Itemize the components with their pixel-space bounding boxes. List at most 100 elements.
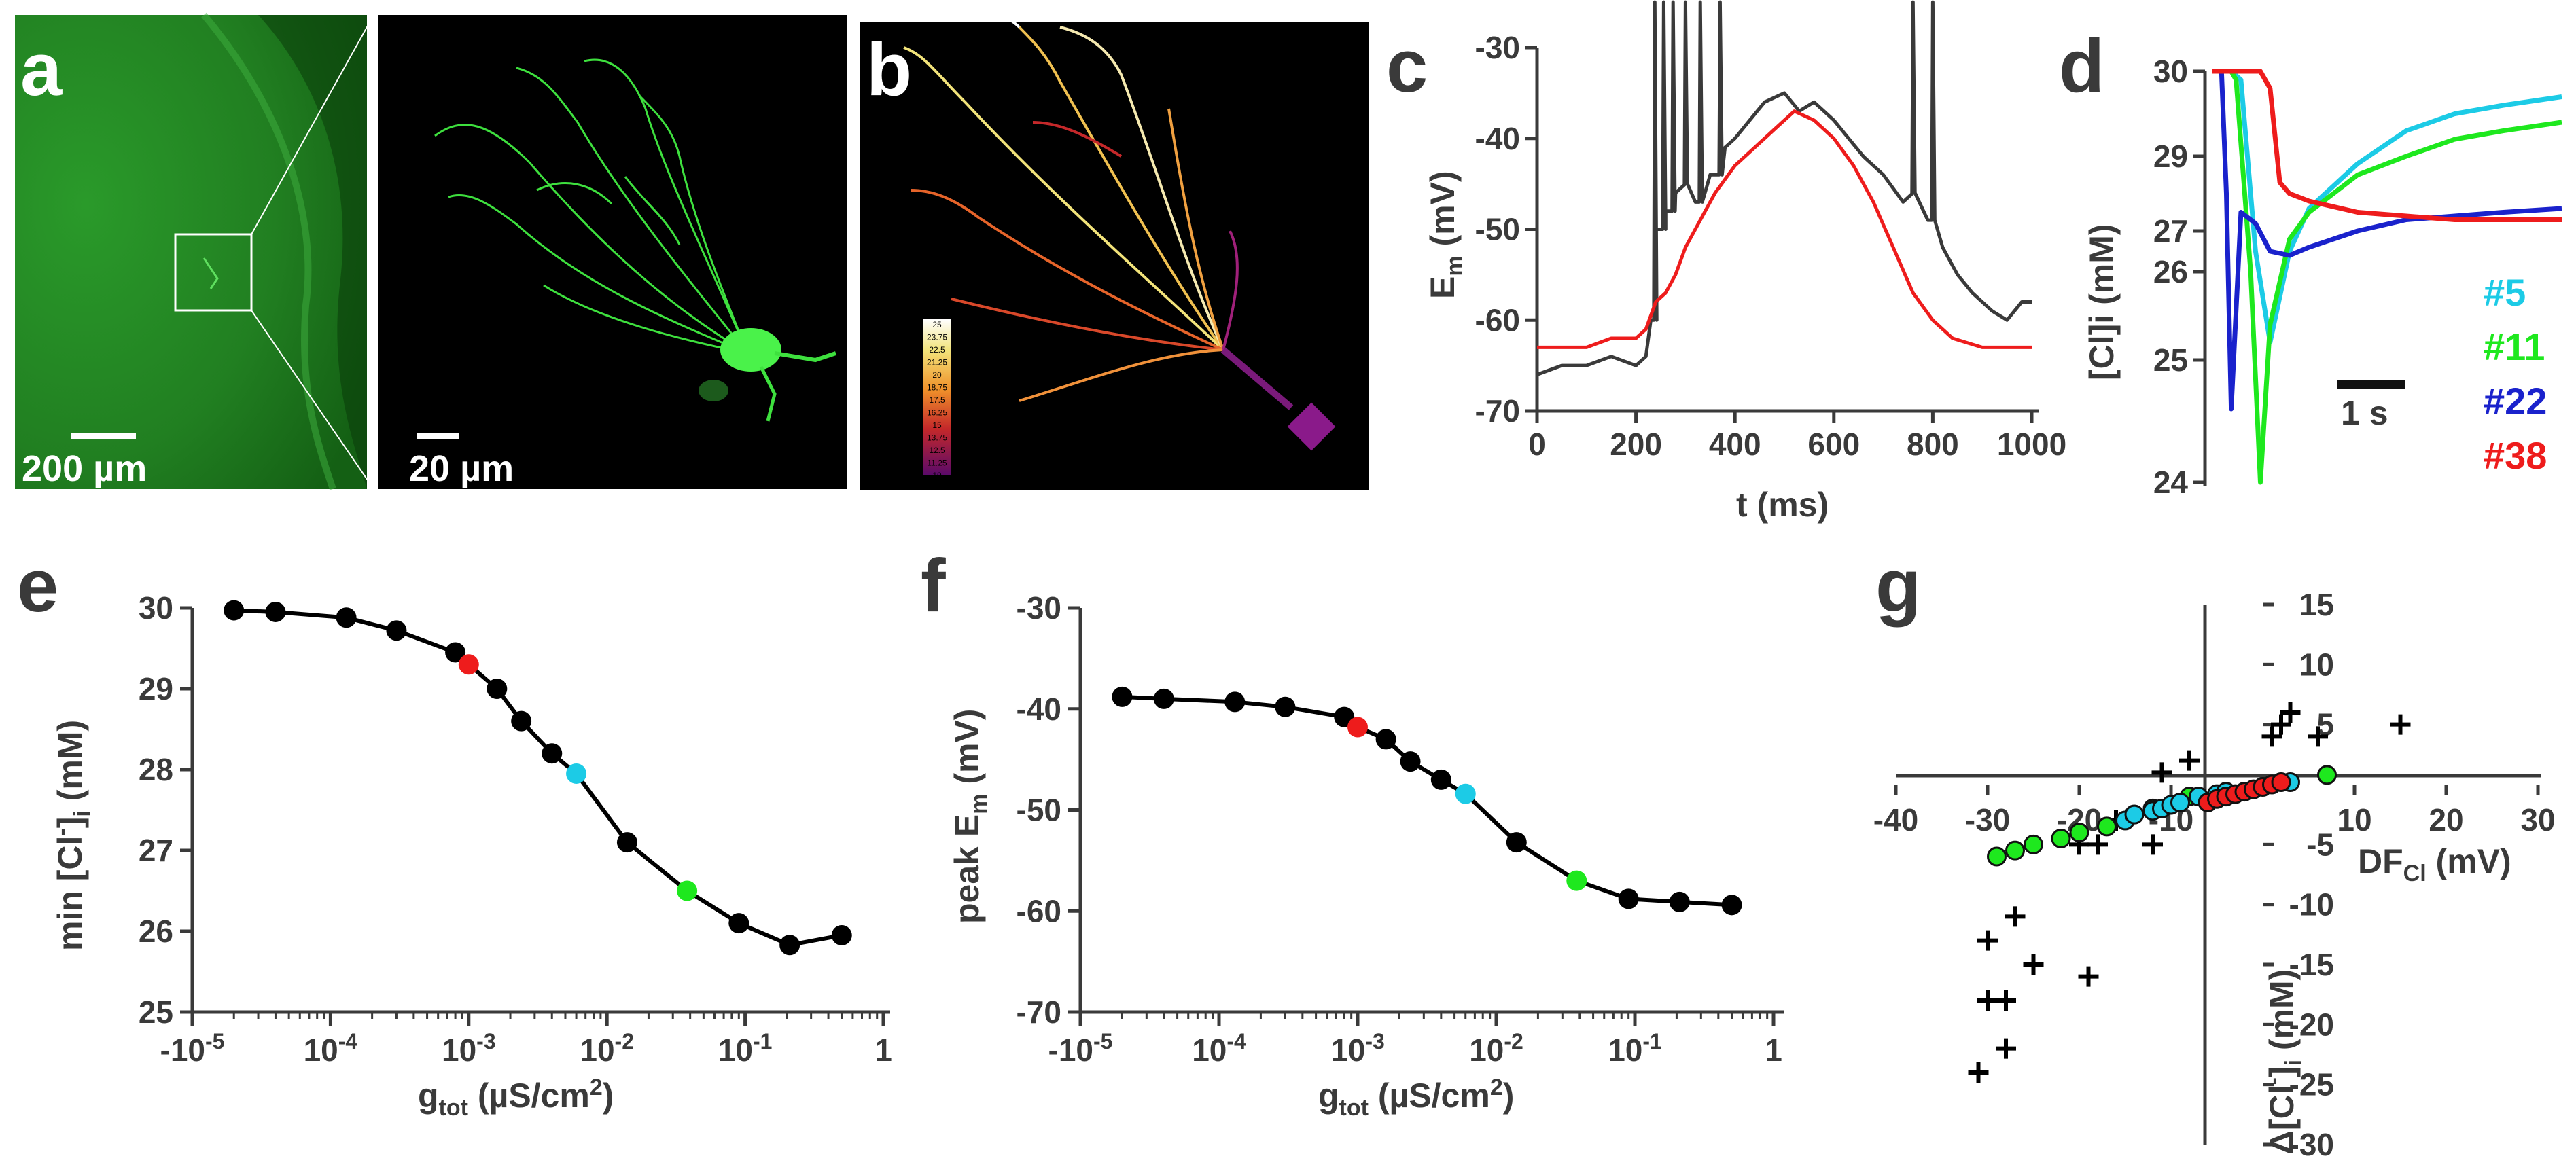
d-y-label: [Cl]i (mM) [2083, 224, 2121, 381]
d-trace-#11 [2212, 69, 2562, 485]
f-xtick-label: 10-4 [1192, 1029, 1246, 1068]
scale-label-20um: 20 µm [409, 448, 514, 489]
panel-letter-c: c [1386, 24, 1428, 108]
colorbar-label: 12.5 [929, 446, 945, 455]
c-y-label: Em (mV) [1424, 170, 1468, 299]
g-y-label: Δ[Cl-]i (mM) [2261, 969, 2307, 1155]
f-curve [1122, 694, 1732, 907]
e-ytick-label: 27 [139, 833, 173, 868]
g-point-plus [1996, 1038, 2016, 1059]
c-ytick-label: -40 [1475, 121, 1520, 156]
colorbar-label: 22.5 [929, 345, 945, 355]
f-point [1347, 717, 1368, 738]
d-ytick-label: 24 [2153, 465, 2189, 500]
colorbar-label: 15 [932, 420, 942, 430]
panel-g: g -40 -30 -20 -10 10 20 3015105-5-10-15-20-25-… [1873, 544, 2556, 1162]
g-ytick-label: -25 [2289, 1067, 2334, 1102]
panel-letter-f: f [921, 544, 946, 628]
colorbar-labels: 25 23.75 22.5 21.25 20 18.75 17.5 16.25 15 13.75 1… [927, 320, 947, 480]
e-ytick-label: 26 [139, 914, 173, 949]
f-ytick-label: -60 [1017, 893, 1061, 929]
e-ytick-label: 30 [139, 590, 173, 626]
f-point [1455, 783, 1476, 804]
panel-letter-g: g [1875, 544, 1921, 628]
c-trace-recorded [1536, 0, 2032, 376]
e-point [779, 935, 800, 956]
g-x-label: DFCl (mV) [2358, 842, 2511, 886]
d-legend-item: #5 [2484, 271, 2526, 314]
e-xtick-label: 10-4 [304, 1029, 358, 1068]
f-point [1721, 895, 1742, 916]
f-xtick-label: 10-3 [1330, 1029, 1385, 1068]
f-xtick-label: 1 [1765, 1032, 1782, 1068]
soma-marker [1287, 402, 1336, 451]
d-ytick-label: 26 [2153, 254, 2188, 289]
colorbar-label: 21.25 [927, 358, 947, 367]
panel-letter-b: b [866, 28, 912, 111]
panel-a-zoom: 20 µm [378, 15, 847, 489]
g-point-plus [2023, 954, 2044, 975]
reconstructed-dendrites [903, 5, 1239, 402]
g-point-green [2024, 834, 2043, 854]
d-ytick-label: 29 [2153, 139, 2188, 174]
f-point [1566, 870, 1587, 891]
e-xtick-label: 1 [875, 1032, 892, 1068]
g-point-plus [2151, 762, 2172, 783]
g-point-plus [2308, 726, 2328, 747]
g-xtick-label: 30 [2520, 802, 2555, 837]
f-point [1153, 688, 1174, 709]
c-ytick-label: -70 [1475, 393, 1520, 429]
d-legend-item: #11 [2484, 325, 2545, 368]
g-point-plus [2271, 714, 2291, 735]
g-point-cyan [2170, 793, 2190, 812]
e-ytick-label: 25 [139, 994, 173, 1030]
e-xtick-label: 10-2 [580, 1029, 634, 1068]
f-xtick-label: 10-1 [1608, 1029, 1662, 1068]
e-y-label: min [Cl-]i (mM) [49, 720, 95, 951]
neuron-soma [720, 328, 781, 372]
g-point-green [2317, 765, 2337, 785]
c-x-label: t (ms) [1736, 486, 1829, 524]
g-point-green [2051, 829, 2071, 848]
neuron-dendrites [434, 58, 749, 355]
colorbar-label: 18.75 [927, 383, 947, 393]
d-time-scalebar-label: 1 s [2341, 394, 2388, 432]
c-xtick-label: 1000 [1997, 427, 2066, 462]
panel-d: d 30 29 27 26 25 24 [Cl]i (mM) 1 s #5 #11 #22 #3… [2059, 24, 2562, 500]
e-xtick-label: -10-5 [160, 1029, 225, 1068]
e-point [511, 710, 532, 732]
d-legend-item: #22 [2484, 380, 2547, 422]
colorbar-label: 25 [932, 320, 942, 329]
g-point-green [1987, 846, 2007, 867]
g-point-plus [2261, 726, 2282, 747]
colorbar [923, 319, 951, 475]
e-point [728, 913, 749, 934]
g-ytick-label: 15 [2299, 587, 2334, 622]
e-point [616, 832, 637, 853]
g-ytick-label: -5 [2306, 827, 2334, 862]
d-legend-item: #38 [2484, 434, 2547, 477]
g-point-plus [1968, 1062, 1989, 1083]
g-point-plus [2142, 834, 2163, 855]
f-point [1112, 686, 1133, 707]
colorbar-label: 23.75 [927, 333, 947, 342]
c-xtick-label: 200 [1610, 427, 1662, 462]
d-ytick-label: 30 [2153, 54, 2188, 89]
e-xtick-label: 10-1 [718, 1029, 773, 1068]
g-point-green [2097, 816, 2117, 837]
e-point [542, 743, 563, 764]
f-ytick-label: -50 [1017, 793, 1061, 828]
d-trace-#38 [2212, 69, 2562, 222]
panel-letter-d: d [2059, 24, 2104, 108]
g-ytick-label: -10 [2289, 887, 2334, 922]
c-traces [1536, 0, 2032, 376]
colorbar-label: 10 [932, 471, 942, 480]
f-ticks: -30 -40 -50 -60 -70-10-5 10-4 10-3 10-2 10-1 1 [1017, 590, 1782, 1068]
c-trace-simulated [1537, 109, 2032, 349]
colorbar-label: 16.25 [927, 408, 947, 418]
d-ytick-label: 27 [2153, 213, 2188, 249]
d-trace-#22 [2212, 69, 2562, 412]
f-xtick-label: -10-5 [1048, 1029, 1113, 1068]
d-traces [2212, 69, 2562, 485]
